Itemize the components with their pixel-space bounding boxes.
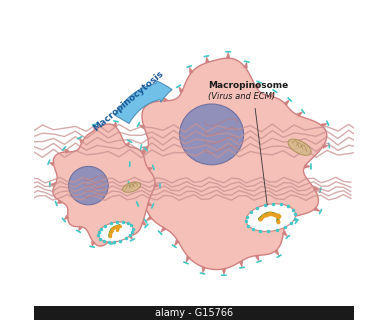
Polygon shape [140, 103, 147, 108]
Polygon shape [322, 145, 329, 148]
Text: (Virus and ECM): (Virus and ECM) [208, 92, 275, 101]
Polygon shape [130, 163, 136, 166]
Polygon shape [160, 227, 166, 233]
Polygon shape [80, 138, 84, 143]
Polygon shape [288, 139, 311, 155]
Polygon shape [154, 184, 160, 188]
Ellipse shape [180, 104, 244, 165]
Polygon shape [123, 182, 141, 192]
Polygon shape [226, 52, 230, 58]
Polygon shape [139, 124, 145, 129]
Polygon shape [297, 111, 303, 117]
Polygon shape [321, 123, 328, 127]
Polygon shape [255, 82, 259, 89]
Text: Macropinosome: Macropinosome [208, 81, 289, 90]
Polygon shape [56, 200, 62, 204]
Polygon shape [305, 164, 311, 168]
Polygon shape [141, 149, 146, 154]
Ellipse shape [69, 166, 108, 205]
Polygon shape [141, 147, 148, 150]
Polygon shape [246, 204, 296, 231]
Polygon shape [189, 67, 193, 73]
Polygon shape [244, 62, 248, 68]
Text: alamy - G15766: alamy - G15766 [155, 308, 233, 318]
Polygon shape [291, 216, 297, 221]
Polygon shape [94, 124, 97, 130]
Polygon shape [53, 124, 155, 246]
Polygon shape [174, 240, 179, 246]
Polygon shape [314, 187, 320, 190]
Polygon shape [125, 141, 130, 147]
Polygon shape [178, 86, 184, 93]
Polygon shape [202, 267, 206, 274]
FancyArrowPatch shape [114, 81, 172, 124]
Polygon shape [162, 96, 168, 102]
Polygon shape [133, 58, 327, 269]
Bar [34, 306, 354, 320]
Polygon shape [98, 222, 133, 242]
Polygon shape [110, 238, 114, 244]
Polygon shape [239, 261, 243, 268]
Polygon shape [128, 235, 132, 240]
Polygon shape [141, 221, 146, 226]
Polygon shape [49, 162, 54, 166]
Polygon shape [50, 183, 55, 187]
Polygon shape [64, 148, 69, 153]
Polygon shape [91, 241, 95, 247]
Polygon shape [147, 202, 152, 206]
Polygon shape [282, 231, 288, 237]
Text: Macropinocytosis: Macropinocytosis [92, 69, 165, 133]
Polygon shape [113, 121, 117, 127]
Polygon shape [148, 167, 153, 171]
Polygon shape [270, 91, 275, 98]
Polygon shape [314, 207, 320, 212]
Polygon shape [64, 215, 69, 220]
Polygon shape [284, 100, 290, 106]
Polygon shape [255, 255, 259, 261]
Polygon shape [137, 200, 144, 204]
Polygon shape [78, 226, 83, 231]
Polygon shape [274, 250, 279, 256]
Polygon shape [206, 56, 210, 63]
Polygon shape [129, 181, 135, 185]
Polygon shape [222, 269, 226, 275]
Polygon shape [186, 256, 190, 263]
Polygon shape [146, 216, 152, 221]
